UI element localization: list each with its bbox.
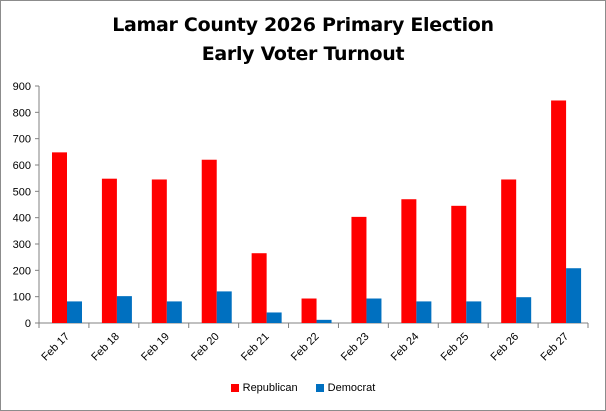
legend-label-democrat: Democrat: [327, 382, 376, 394]
bar-democrat-feb-23: [366, 298, 382, 323]
y-tick-label: 900: [13, 81, 31, 93]
y-tick-label: 500: [13, 186, 31, 198]
bar-republican-feb-17: [52, 152, 67, 323]
legend-swatch-democrat: [315, 384, 324, 392]
bar-republican-feb-26: [501, 179, 517, 323]
y-tick-label: 800: [13, 107, 31, 119]
y-tick-label: 100: [13, 292, 31, 304]
bar-republican-feb-19: [151, 179, 167, 323]
y-tick-label: 0: [25, 318, 31, 330]
y-tick-label: 300: [13, 239, 31, 251]
x-tick-label: Feb 19: [139, 331, 172, 364]
bar-republican-feb-18: [101, 178, 117, 323]
chart-title-line2: Early Voter Turnout: [201, 43, 405, 65]
bar-democrat-feb-21: [266, 312, 282, 323]
legend-item-republican: Republican: [230, 382, 298, 394]
x-tick-label: Feb 18: [89, 331, 122, 364]
legend-item-democrat: Democrat: [315, 382, 376, 394]
x-tick-label: Feb 21: [239, 331, 272, 364]
x-tick-label: Feb 23: [339, 331, 372, 364]
bar-democrat-feb-26: [516, 297, 532, 323]
bar-democrat-feb-17: [67, 301, 82, 323]
legend-swatch-republican: [230, 384, 239, 392]
bar-democrat-feb-24: [416, 301, 432, 323]
x-tick-label: Feb 17: [39, 331, 72, 364]
bar-republican-feb-20: [201, 159, 217, 323]
bar-democrat-feb-27: [566, 268, 582, 323]
bar-republican-feb-21: [251, 253, 267, 323]
x-tick-label: Feb 20: [189, 331, 222, 364]
bar-republican-feb-25: [451, 205, 467, 323]
x-tick-label: Feb 22: [289, 331, 322, 364]
bar-democrat-feb-18: [116, 296, 132, 323]
y-tick-label: 200: [13, 265, 31, 277]
bar-democrat-feb-20: [216, 291, 232, 323]
y-tick-label: 700: [13, 134, 31, 146]
x-tick-label: Feb 26: [489, 331, 522, 364]
bar-republican-feb-22: [301, 298, 317, 323]
x-tick-label: Feb 27: [538, 331, 571, 364]
x-tick-label: Feb 24: [389, 331, 422, 364]
bar-republican-feb-24: [401, 199, 417, 323]
chart-title-line1: Lamar County 2026 Primary Election: [112, 14, 494, 36]
bar-democrat-feb-25: [466, 301, 482, 323]
legend: Republican Democrat: [0, 382, 606, 394]
y-tick-label: 600: [13, 160, 31, 172]
bar-democrat-feb-19: [166, 301, 182, 323]
bar-republican-feb-27: [551, 100, 567, 323]
x-tick-label: Feb 25: [439, 331, 472, 364]
legend-label-republican: Republican: [242, 382, 298, 394]
bar-republican-feb-23: [351, 216, 367, 323]
bar-democrat-feb-22: [316, 319, 332, 323]
y-tick-label: 400: [13, 213, 31, 225]
